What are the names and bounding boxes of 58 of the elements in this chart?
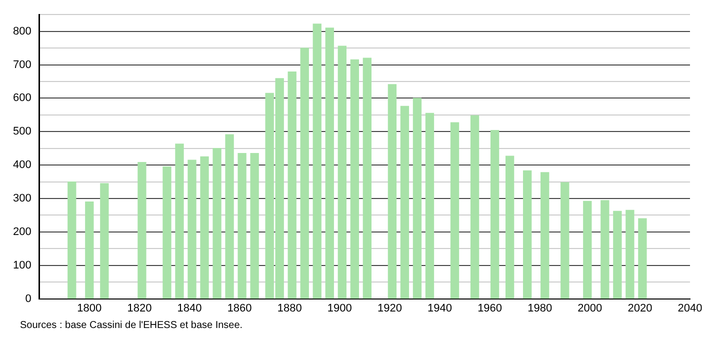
bar [288, 71, 296, 299]
x-tick-label: 1920 [377, 302, 402, 314]
bar [338, 46, 346, 299]
y-tick-label: 300 [12, 192, 32, 205]
bar [350, 59, 359, 299]
bar [450, 122, 460, 299]
x-tick-label: 2000 [578, 302, 602, 314]
bar [412, 98, 422, 299]
x-tick-label: 1820 [127, 302, 152, 314]
y-tick-label: 100 [12, 259, 32, 272]
bar [613, 210, 622, 299]
bar [175, 144, 184, 299]
bar [312, 24, 322, 299]
x-tick-label: 1980 [528, 302, 552, 314]
bar [162, 166, 172, 299]
x-tick-label: 1800 [77, 302, 102, 314]
y-tick-label: 400 [12, 159, 32, 172]
bar [540, 172, 550, 299]
bar [238, 153, 246, 299]
x-tick-label: 1960 [478, 302, 502, 314]
x-tick-label: 1840 [177, 302, 202, 314]
bar [188, 160, 196, 299]
y-tick-label: 600 [12, 92, 32, 104]
x-tick-label: 2040 [678, 302, 702, 314]
y-tick-label: 500 [12, 126, 32, 138]
bar [250, 153, 259, 299]
bar [600, 200, 610, 299]
bar [325, 28, 334, 299]
bar [200, 156, 209, 299]
y-tick-label: 800 [12, 25, 32, 38]
x-tick-label: 1900 [327, 302, 352, 314]
bar [388, 84, 397, 299]
bar [400, 106, 410, 299]
bar [68, 181, 76, 299]
bar [100, 183, 109, 299]
bar [523, 170, 532, 299]
bar [626, 210, 634, 299]
bar [138, 162, 146, 299]
y-tick-label: 0 [25, 292, 32, 305]
x-tick-label: 1860 [227, 302, 252, 314]
x-tick-label: 1880 [277, 302, 302, 314]
y-tick-label: 200 [12, 226, 32, 238]
bar [505, 156, 514, 299]
bar [225, 134, 234, 299]
x-tick-label: 2020 [628, 302, 652, 314]
bar [490, 130, 500, 299]
bar [85, 202, 94, 299]
bar [583, 200, 592, 299]
bar [300, 48, 309, 299]
bar [560, 182, 570, 299]
bar [425, 112, 434, 299]
source-note: Sources : base Cassini de l'EHESS et base Insee. [20, 320, 243, 331]
bar [362, 58, 372, 299]
y-tick-label: 700 [12, 58, 32, 71]
bar [638, 218, 647, 299]
bar [212, 148, 222, 299]
bar [470, 115, 480, 299]
x-tick-label: 1940 [428, 302, 452, 314]
